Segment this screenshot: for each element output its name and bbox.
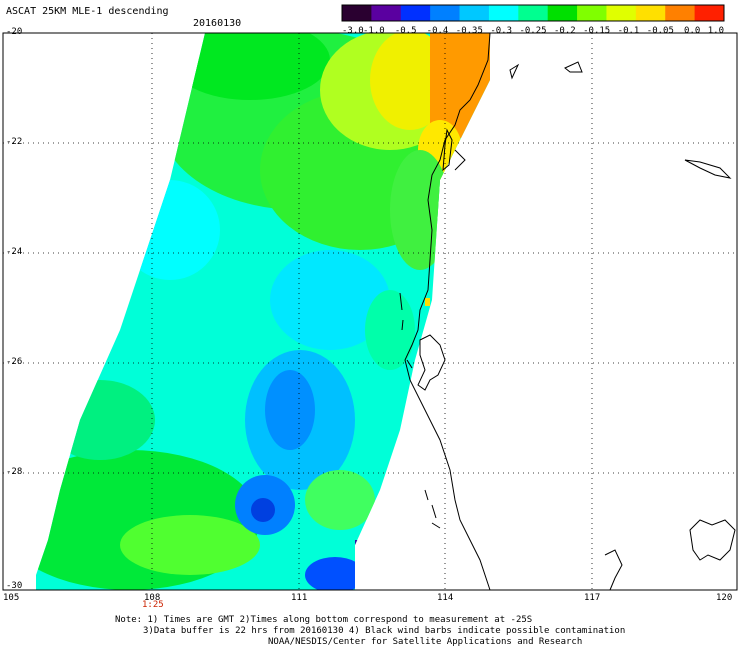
colorbar-swatch <box>459 5 490 21</box>
colorbar-label: -0.5 <box>395 26 417 36</box>
colorbar-frame <box>341 4 725 22</box>
colorbar-swatch <box>430 5 461 21</box>
colorbar-label: 0.0 <box>684 26 700 36</box>
lon-label: 108 <box>144 593 161 603</box>
colorbar-swatch <box>577 5 607 21</box>
lat-label: -30 <box>6 581 23 591</box>
colorbar-label: -0.25 <box>519 26 546 36</box>
colorbar-swatch <box>342 5 372 21</box>
colorbar-label: -0.15 <box>583 26 610 36</box>
colorbar-swatch <box>665 5 696 21</box>
lat-label: -28 <box>6 467 23 477</box>
colorbar-swatch <box>547 5 578 21</box>
colorbar-label: -0.4 <box>427 26 449 36</box>
note-line-1: Note: 1) Times are GMT 2)Times along bot… <box>115 615 533 625</box>
colorbar-swatch <box>518 5 549 21</box>
colorbar-swatch <box>606 5 637 21</box>
map-frame <box>2 32 738 591</box>
lon-label: 114 <box>437 593 454 603</box>
lat-label: -20 <box>6 27 23 37</box>
colorbar: -3.0 -1.0 -0.5 -0.4 -0.35 -0.3 -0.25 -0.2 -0.15-… <box>341 4 725 36</box>
lon-label: 111 <box>291 593 308 603</box>
colorbar-label: -3.0 <box>342 26 364 36</box>
coastline <box>399 32 736 591</box>
colorbar-swatch <box>400 5 431 21</box>
note-line-2: 3)Data buffer is 22 hrs from 20160130 4)… <box>143 626 626 636</box>
lat-label: -22 <box>6 137 23 147</box>
map-title: ASCAT 25KM MLE-1 descending <box>6 6 169 17</box>
colorbar-label: -0.05 <box>647 26 674 36</box>
lon-label: 120 <box>716 593 733 603</box>
colorbar-label: 1.0 <box>708 26 724 36</box>
lon-label: 117 <box>584 593 601 603</box>
colorbar-label: -0.1 <box>618 26 640 36</box>
time-label: 1:25 <box>142 600 164 610</box>
colorbar-swatch <box>694 5 725 21</box>
colorbar-label: -0.35 <box>456 26 483 36</box>
lat-label: -24 <box>6 247 23 257</box>
colorbar-swatch <box>488 5 519 21</box>
colorbar-label: -0.3 <box>490 26 512 36</box>
lon-label: 105 <box>3 593 20 603</box>
note-line-3: NOAA/NESDIS/Center for Satellite Applica… <box>268 637 583 647</box>
map-date: 20160130 <box>193 18 242 29</box>
swath-data <box>36 33 490 590</box>
colorbar-swatch <box>635 5 666 21</box>
colorbar-label: -1.0 <box>363 26 385 36</box>
colorbar-swatch <box>371 5 402 21</box>
lat-label: -26 <box>6 357 23 367</box>
colorbar-label: -0.2 <box>554 26 576 36</box>
